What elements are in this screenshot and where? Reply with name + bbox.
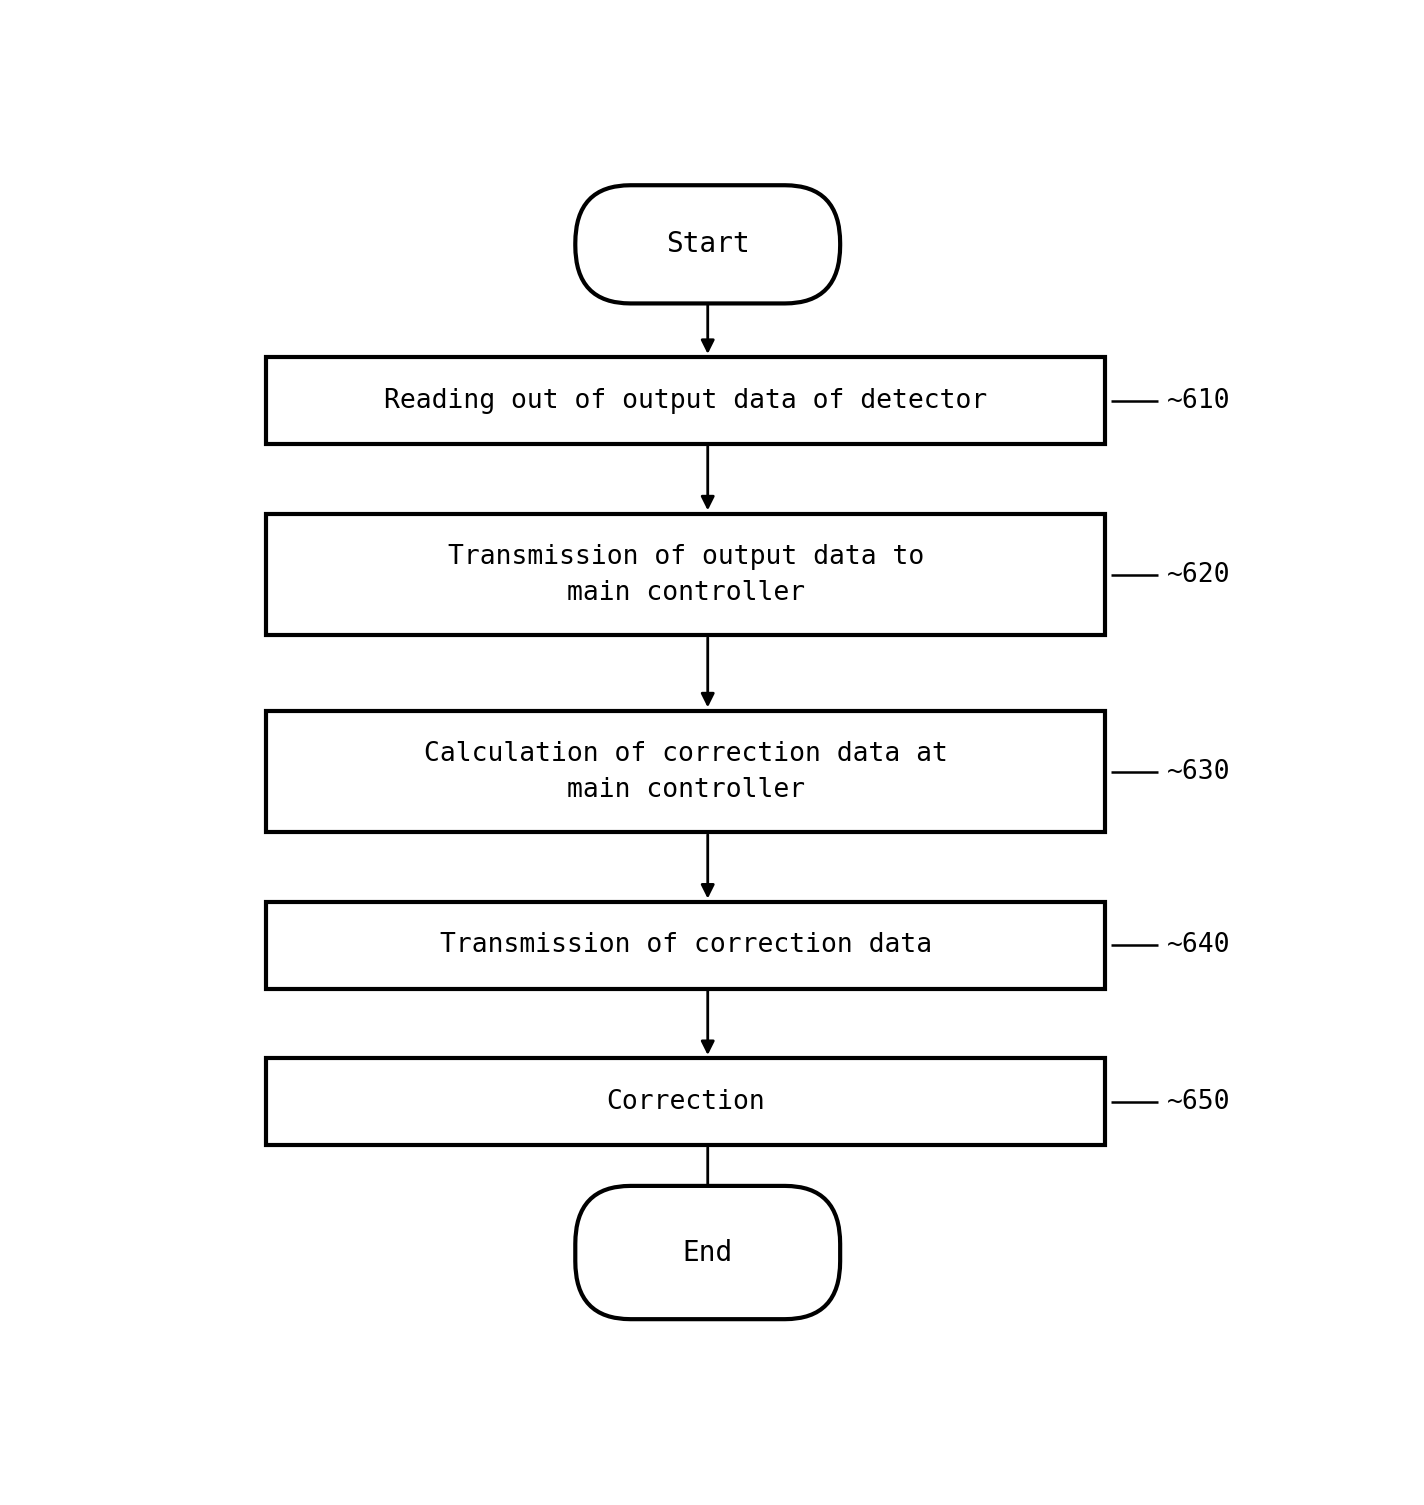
Text: Transmission of output data to
main controller: Transmission of output data to main cont… (447, 543, 924, 605)
Text: ~630: ~630 (1166, 759, 1230, 784)
FancyBboxPatch shape (575, 185, 840, 304)
FancyBboxPatch shape (575, 1186, 840, 1320)
Text: ~610: ~610 (1166, 388, 1230, 414)
Text: End: End (682, 1239, 733, 1267)
Text: Reading out of output data of detector: Reading out of output data of detector (384, 388, 987, 414)
Text: Correction: Correction (607, 1090, 765, 1115)
FancyBboxPatch shape (266, 357, 1105, 444)
Text: ~650: ~650 (1166, 1090, 1230, 1115)
Text: ~640: ~640 (1166, 933, 1230, 959)
FancyBboxPatch shape (266, 513, 1105, 635)
FancyBboxPatch shape (266, 901, 1105, 989)
Text: Transmission of correction data: Transmission of correction data (440, 933, 931, 959)
Text: Calculation of correction data at
main controller: Calculation of correction data at main c… (424, 740, 947, 802)
FancyBboxPatch shape (266, 1058, 1105, 1145)
FancyBboxPatch shape (266, 710, 1105, 832)
Text: ~620: ~620 (1166, 561, 1230, 587)
Text: Start: Start (666, 230, 749, 259)
